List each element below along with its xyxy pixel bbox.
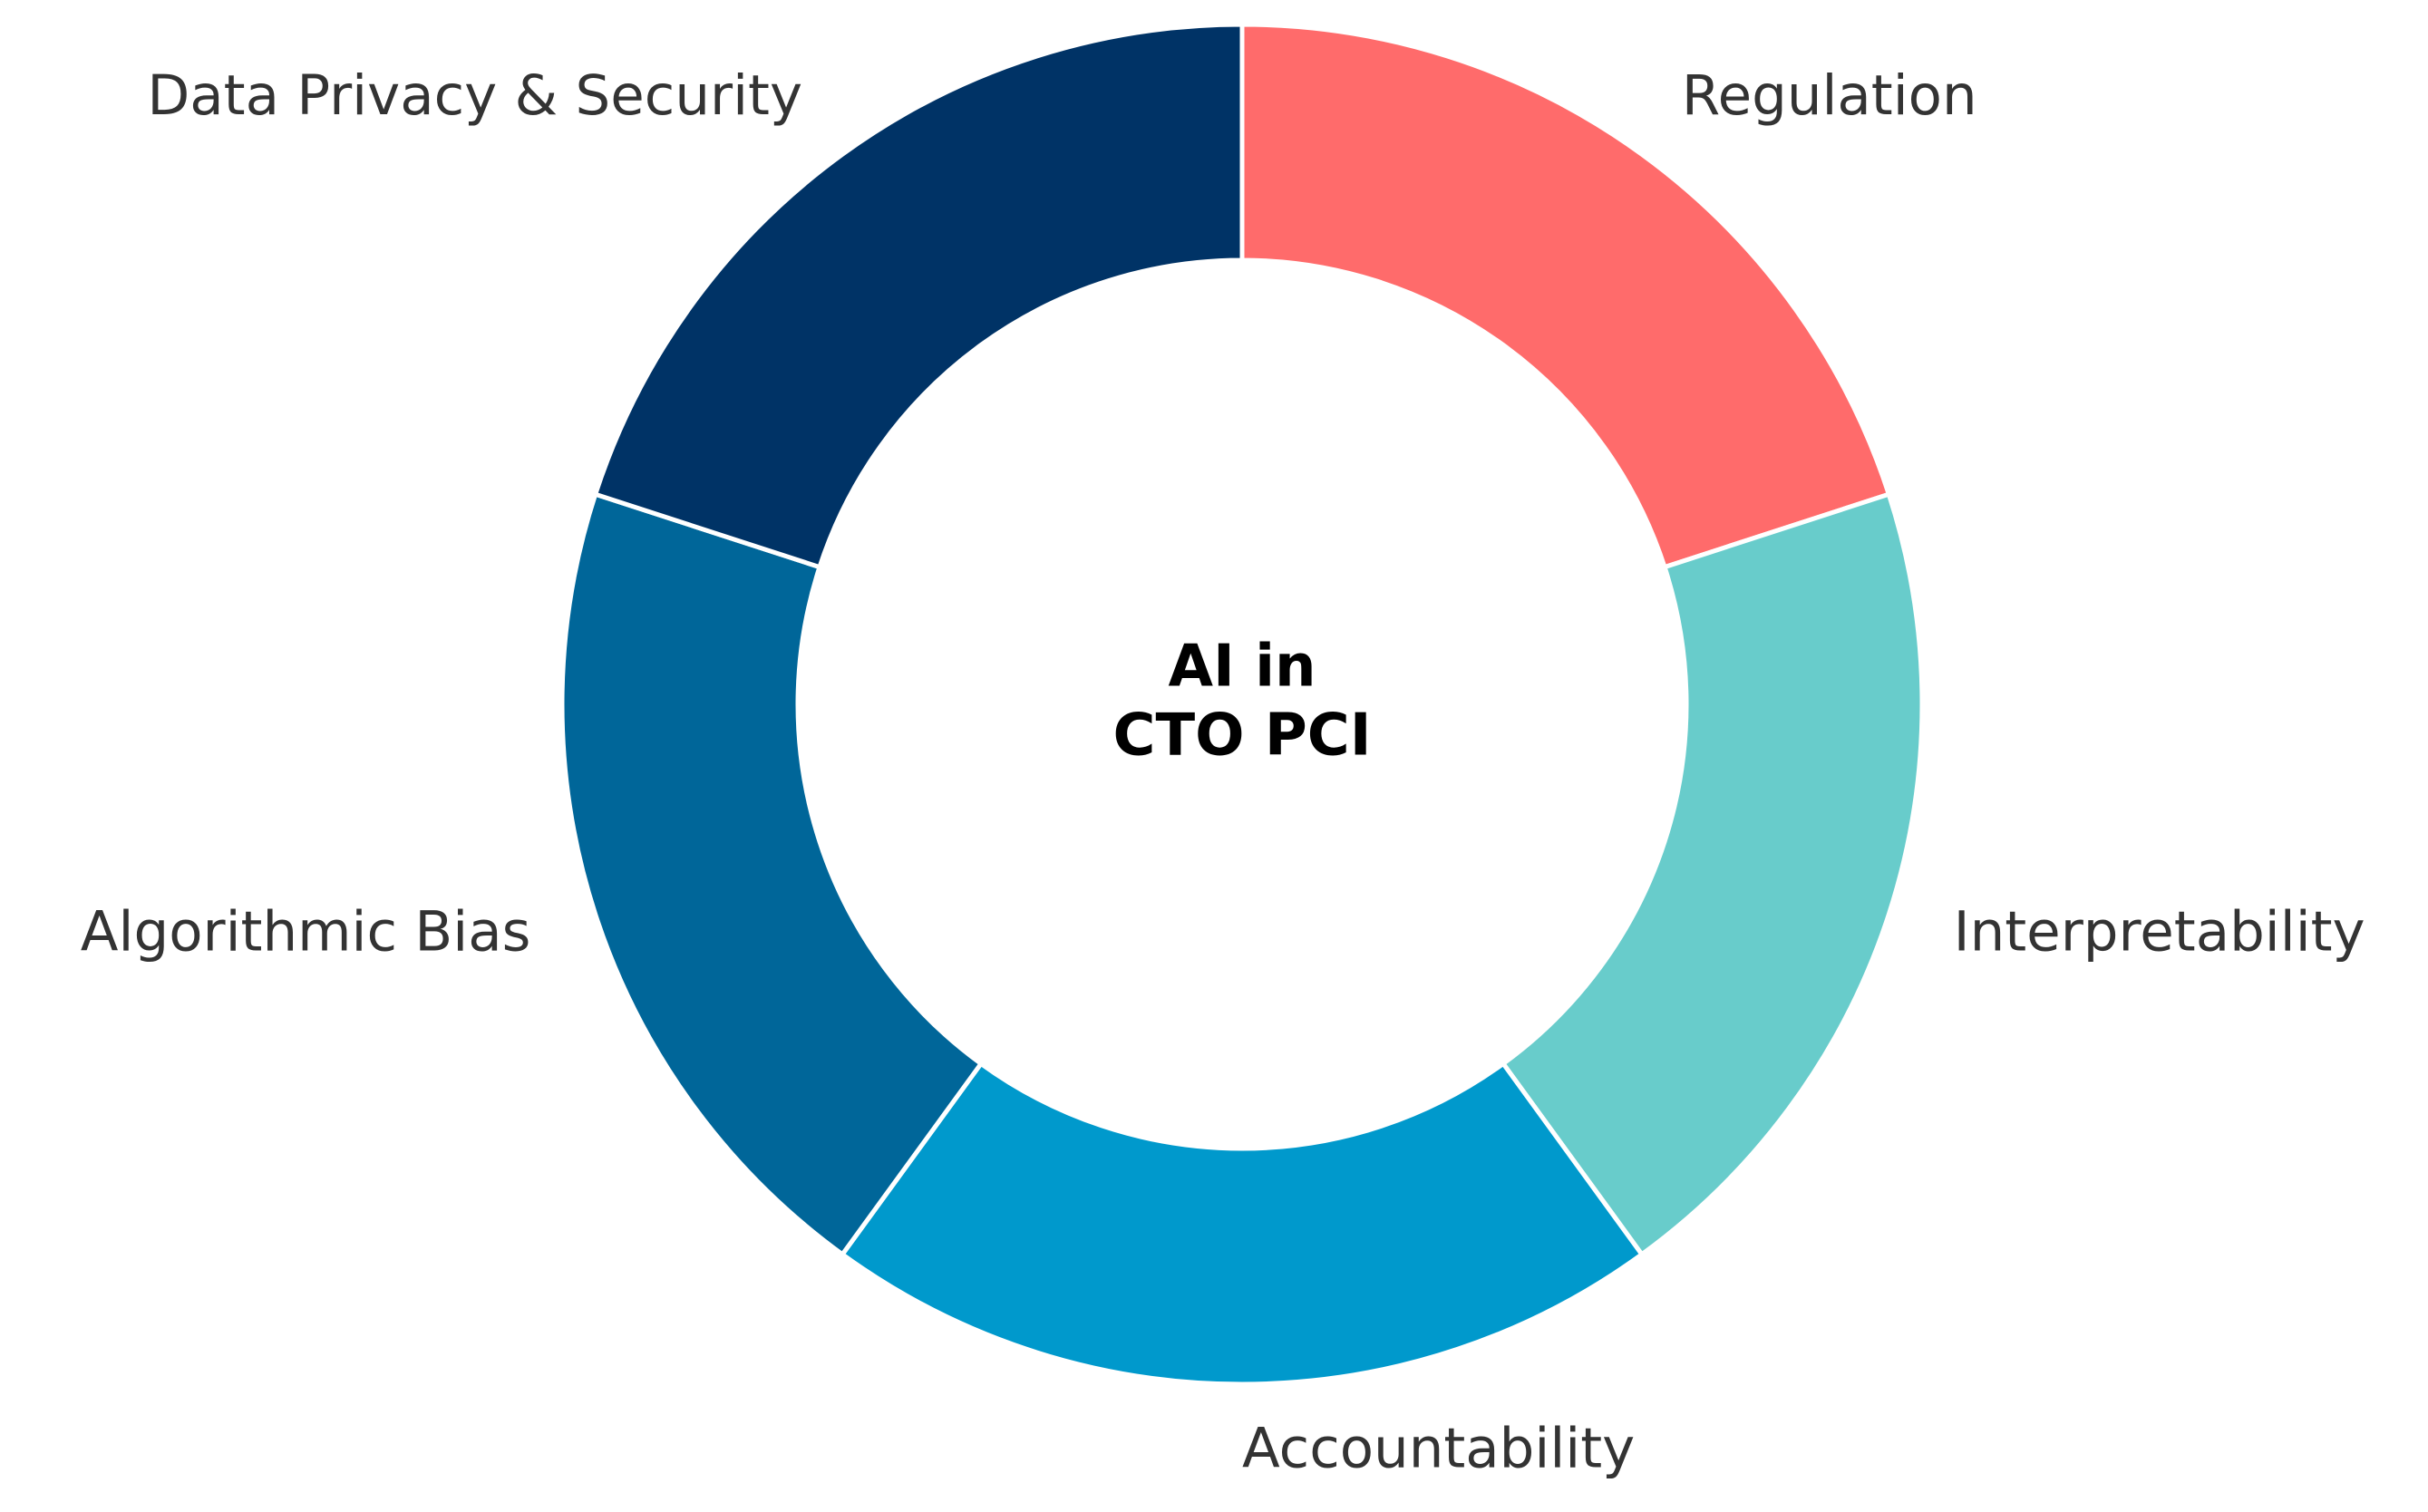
donut-slice [1500, 491, 1925, 1258]
donut-slice [1239, 22, 1892, 570]
slice-label: Algorithmic Bias [81, 900, 531, 964]
slice-label: Data Privacy & Security [147, 63, 802, 128]
donut-slice [839, 1060, 1646, 1387]
center-label: AI in [1168, 634, 1316, 701]
center-label: CTO PCI [1113, 703, 1372, 770]
slice-label: Interpretability [1954, 900, 2365, 964]
donut-slice [559, 491, 985, 1258]
donut-slice [592, 22, 1245, 570]
slice-label: Regulation [1682, 63, 1977, 128]
slice-label: Accountability [1242, 1417, 1635, 1481]
